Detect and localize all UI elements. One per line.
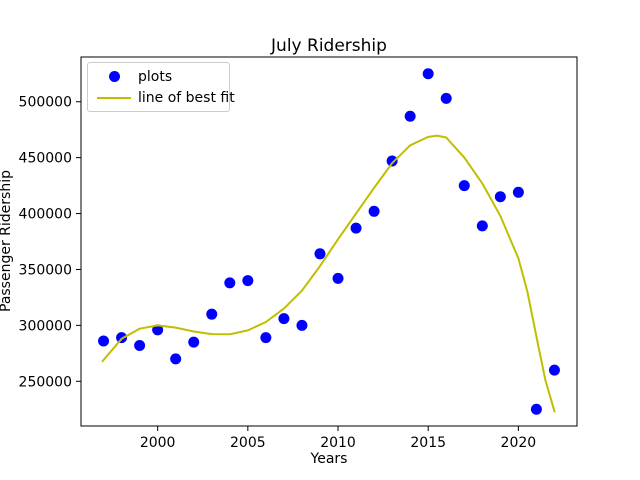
legend-item-plots: plots xyxy=(97,66,229,87)
scatter-point xyxy=(152,324,164,336)
scatter-point xyxy=(296,319,308,331)
legend-swatch xyxy=(97,96,131,99)
scatter-point xyxy=(188,336,200,348)
y-tick-label: 300000 xyxy=(19,318,72,334)
scatter-point xyxy=(458,180,470,192)
line-marker-icon xyxy=(97,96,131,99)
scatter-point xyxy=(494,191,506,203)
scatter-point xyxy=(422,68,434,80)
y-tick-label: 500000 xyxy=(19,95,72,111)
legend-item-best-fit: line of best fit xyxy=(97,87,235,108)
scatter-point xyxy=(404,110,416,122)
y-tick-label: 400000 xyxy=(19,207,72,223)
legend: plots line of best fit xyxy=(87,62,235,112)
scatter-point xyxy=(278,313,290,325)
legend-label-best-fit: line of best fit xyxy=(138,89,235,106)
scatter-point xyxy=(170,353,182,365)
y-tick-label: 250000 xyxy=(19,374,72,390)
scatter-point xyxy=(368,205,380,217)
x-tick-label: 2015 xyxy=(410,435,446,451)
x-axis-label: Years xyxy=(310,451,348,467)
scatter-point xyxy=(260,332,272,344)
scatter-point xyxy=(134,339,146,351)
scatter-point xyxy=(332,272,344,284)
scatter-point xyxy=(350,222,362,234)
x-tick-label: 2000 xyxy=(140,435,176,451)
x-tick-label: 2020 xyxy=(501,435,537,451)
scatter-point xyxy=(512,186,524,198)
axes-frame xyxy=(80,56,578,427)
scatter-point xyxy=(314,248,326,260)
scatter-point xyxy=(206,308,218,320)
scatter-marker-icon xyxy=(108,71,120,82)
scatter-point xyxy=(548,364,560,376)
scatter-point xyxy=(476,220,488,232)
scatter-point xyxy=(386,155,398,167)
legend-label-plots: plots xyxy=(138,68,173,85)
scatter-point xyxy=(530,403,542,415)
scatter-point xyxy=(224,277,236,289)
scatter-point xyxy=(242,275,254,287)
scatter-point xyxy=(440,92,452,104)
y-tick-label: 450000 xyxy=(19,151,72,167)
legend-swatch xyxy=(97,71,131,82)
best-fit-line xyxy=(101,134,556,413)
y-tick-label: 350000 xyxy=(19,262,72,278)
x-tick-label: 2005 xyxy=(230,435,266,451)
scatter-point xyxy=(98,335,110,347)
x-tick-label: 2010 xyxy=(320,435,356,451)
chart-title: July Ridership xyxy=(271,36,387,56)
